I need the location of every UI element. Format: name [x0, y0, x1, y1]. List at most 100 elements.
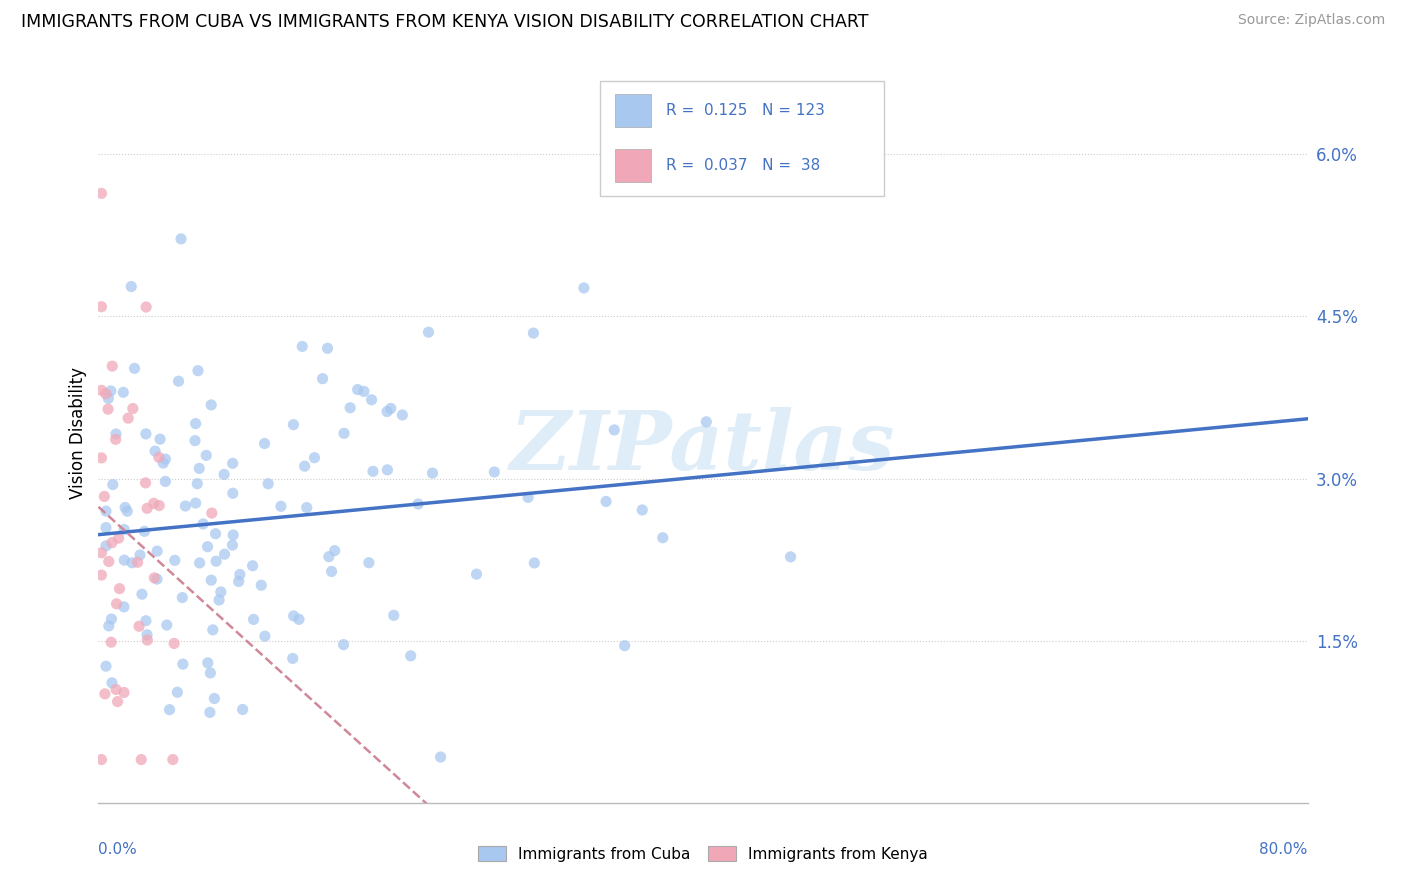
- Point: [156, 618, 179, 632]
- Point: [399, 648, 422, 663]
- Point: [316, 341, 339, 355]
- Point: [112, 523, 135, 537]
- Point: [651, 531, 673, 545]
- Point: [382, 608, 405, 623]
- Point: [127, 555, 149, 569]
- Point: [228, 574, 250, 589]
- Point: [214, 547, 236, 561]
- Point: [198, 706, 221, 720]
- Point: [163, 636, 186, 650]
- Point: [90, 568, 112, 582]
- Point: [184, 417, 207, 431]
- Point: [155, 475, 177, 489]
- Point: [257, 476, 280, 491]
- Point: [143, 444, 166, 458]
- Point: [311, 372, 333, 386]
- Point: [97, 554, 120, 568]
- Point: [129, 548, 152, 562]
- Point: [107, 531, 129, 545]
- Point: [166, 685, 188, 699]
- Point: [136, 628, 159, 642]
- Point: [200, 665, 222, 680]
- Point: [135, 614, 157, 628]
- Point: [380, 401, 402, 416]
- Point: [291, 339, 314, 353]
- Point: [97, 402, 120, 417]
- Point: [134, 524, 156, 539]
- Point: [333, 426, 356, 441]
- Point: [152, 456, 174, 470]
- Point: [124, 361, 146, 376]
- Point: [135, 475, 157, 490]
- Point: [97, 392, 120, 406]
- Point: [90, 546, 112, 560]
- Point: [406, 497, 429, 511]
- FancyBboxPatch shape: [614, 94, 651, 127]
- Point: [174, 499, 197, 513]
- Point: [94, 539, 117, 553]
- Point: [209, 585, 232, 599]
- Point: [201, 506, 224, 520]
- Point: [108, 582, 131, 596]
- Point: [172, 657, 194, 672]
- Point: [94, 520, 117, 534]
- Point: [229, 567, 252, 582]
- Y-axis label: Vision Disability: Vision Disability: [69, 367, 87, 499]
- FancyBboxPatch shape: [614, 149, 651, 182]
- Point: [170, 232, 193, 246]
- Point: [318, 549, 340, 564]
- Point: [148, 450, 170, 465]
- Point: [135, 300, 157, 314]
- Point: [346, 383, 368, 397]
- Point: [332, 638, 354, 652]
- Point: [253, 436, 276, 450]
- Point: [142, 496, 165, 510]
- Point: [242, 558, 264, 573]
- Point: [484, 465, 506, 479]
- Point: [422, 466, 444, 480]
- Point: [205, 554, 228, 568]
- Text: R =  0.125   N = 123: R = 0.125 N = 123: [665, 103, 824, 118]
- Point: [188, 461, 211, 475]
- Point: [117, 504, 139, 518]
- Point: [465, 567, 488, 582]
- Point: [195, 449, 218, 463]
- Point: [222, 528, 245, 542]
- Point: [321, 565, 343, 579]
- Point: [100, 612, 122, 626]
- Point: [281, 651, 304, 665]
- Point: [360, 392, 382, 407]
- Point: [146, 572, 169, 586]
- Point: [270, 500, 292, 514]
- Point: [184, 434, 207, 448]
- Point: [112, 553, 135, 567]
- Point: [283, 609, 305, 624]
- Point: [232, 702, 254, 716]
- Legend: Immigrants from Cuba, Immigrants from Kenya: Immigrants from Cuba, Immigrants from Ke…: [471, 838, 935, 869]
- Point: [418, 325, 440, 339]
- Point: [163, 553, 186, 567]
- Point: [104, 427, 127, 442]
- Point: [304, 450, 326, 465]
- Point: [100, 384, 122, 398]
- Point: [94, 659, 117, 673]
- Point: [136, 501, 159, 516]
- Point: [167, 374, 190, 388]
- Point: [197, 656, 219, 670]
- Point: [200, 398, 222, 412]
- Point: [112, 385, 135, 400]
- Point: [201, 623, 224, 637]
- Point: [294, 459, 316, 474]
- Point: [172, 591, 194, 605]
- Point: [202, 691, 225, 706]
- Point: [105, 682, 128, 697]
- Point: [94, 386, 117, 401]
- Point: [135, 426, 157, 441]
- Point: [148, 499, 170, 513]
- Point: [128, 619, 150, 633]
- Point: [121, 401, 143, 416]
- Point: [595, 494, 617, 508]
- Point: [221, 538, 243, 552]
- Point: [353, 384, 375, 399]
- Point: [323, 543, 346, 558]
